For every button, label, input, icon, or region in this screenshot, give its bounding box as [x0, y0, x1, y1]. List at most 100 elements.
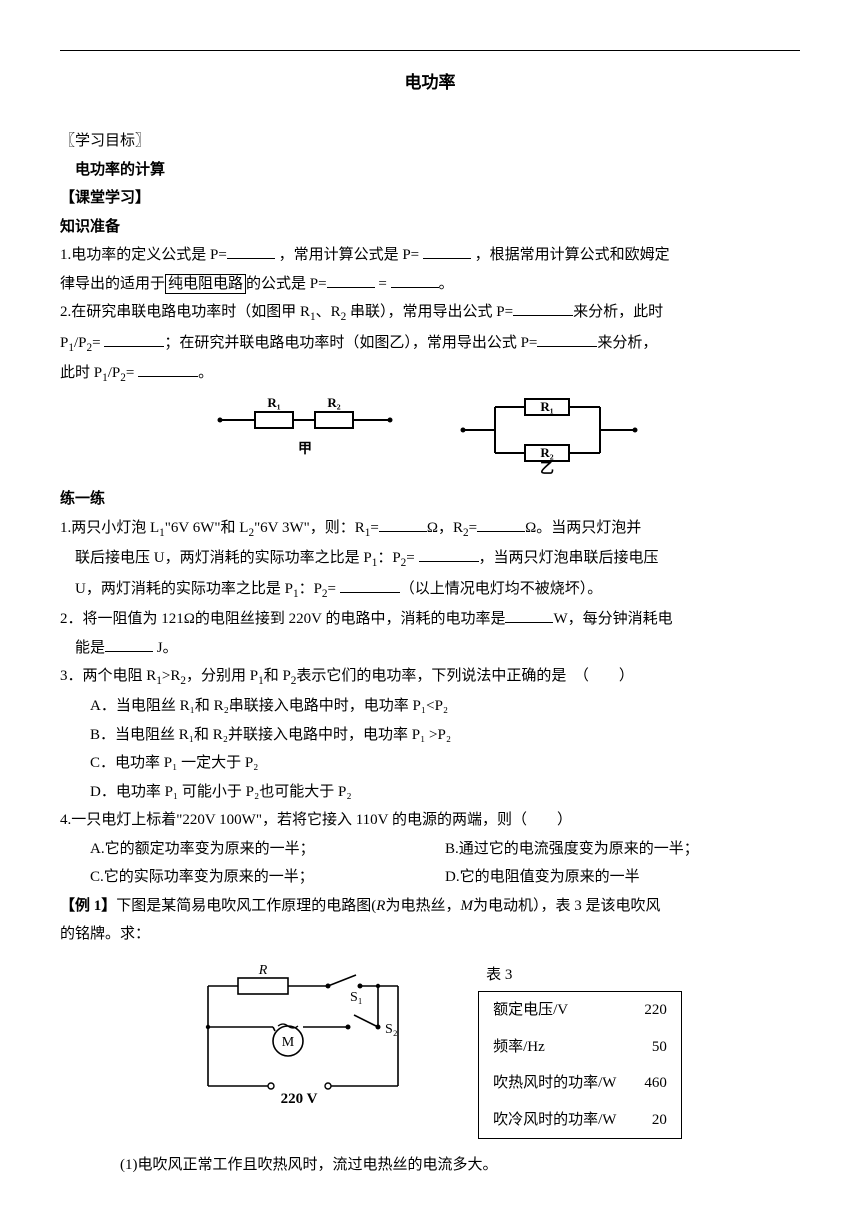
example-sub1: (1)电吹风正常工作且吹热风时，流过电热丝的电流多大。 [60, 1151, 800, 1180]
objective-text: 电功率的计算 [60, 156, 800, 185]
text: J。 [153, 640, 178, 656]
text: ，当两只灯泡串联后接电压 [479, 550, 659, 566]
text: 、R [316, 304, 341, 320]
text: 和 P [264, 668, 291, 684]
cell-label: 吹热风时的功率/W [479, 1065, 631, 1102]
cell-label: 频率/Hz [479, 1029, 631, 1066]
cell-value: 20 [630, 1102, 681, 1139]
example-label: 【例 1】 [60, 898, 116, 914]
text: = [126, 365, 138, 381]
blank [105, 636, 153, 652]
blank [505, 607, 553, 623]
r2-label: R₂ [327, 395, 340, 410]
text: 联后接电压 U，两灯消耗的实际功率之比是 P [75, 550, 372, 566]
text: = [370, 520, 378, 536]
text: 1.电功率的定义公式是 P= [60, 247, 227, 263]
r1-label: R₁ [267, 395, 280, 410]
prep-q1: 1.电功率的定义公式是 P= ，常用计算公式是 P= ，根据常用计算公式和欧姆定… [60, 241, 800, 298]
practice-q2: 2．将一阻值为 121Ω的电阻丝接到 220V 的电路中，消耗的电功率是 W，每分… [60, 605, 800, 662]
yi-label: 乙 [540, 461, 554, 475]
text: 此时 P [60, 365, 102, 381]
text: 来分析， [597, 335, 657, 351]
blank [477, 516, 525, 532]
blank [379, 516, 427, 532]
blank [537, 331, 597, 347]
boxed-text: 纯电阻电路 [165, 274, 246, 294]
text: W，每分钟消耗电 [553, 611, 672, 627]
text: ，分别用 P [186, 668, 258, 684]
text: = [328, 581, 340, 597]
text: ：P [299, 581, 322, 597]
text: "6V 6W"和 L [165, 520, 249, 536]
option-a: A．当电阻丝 R₁和 R₂串联接入电路中时，电功率 P₁<P₂ [90, 692, 800, 721]
text: （以上情况电灯均不被烧坏）。 [400, 581, 603, 597]
blank [340, 577, 400, 593]
blank [327, 272, 375, 288]
table-row: 频率/Hz 50 [479, 1029, 682, 1066]
blank [391, 272, 439, 288]
table-row: 吹热风时的功率/W 460 [479, 1065, 682, 1102]
text: Ω，R [427, 520, 463, 536]
cell-label: 吹冷风时的功率/W [479, 1102, 631, 1139]
text: /P [74, 335, 87, 351]
text: ，根据常用计算公式和欧姆定 [475, 247, 670, 263]
prep-label: 知识准备 [60, 213, 800, 242]
text: = [92, 335, 104, 351]
option-c: C．电功率 P₁ 一定大于 P₂ [90, 749, 800, 778]
text: ；在研究并联电路电功率时（如图乙），常用导出公式 P= [164, 335, 537, 351]
text: >R [162, 668, 180, 684]
cell-value: 460 [630, 1065, 681, 1102]
option-b: B.通过它的电流强度变为原来的一半； [445, 835, 800, 864]
blank [104, 331, 164, 347]
text: Ω。当两只灯泡并 [525, 520, 641, 536]
text: 下图是某简易电吹风工作原理的电路图( [116, 898, 376, 914]
m-label: M [282, 1035, 295, 1050]
text: 3．两个电阻 R [60, 668, 156, 684]
table3-caption: 表 3 [478, 961, 682, 990]
option-b: B．当电阻丝 R₁和 R₂并联接入电路中时，电功率 P₁ >P₂ [90, 721, 800, 750]
text: 表示它们的电功率，下列说法中正确的是 （ ） [296, 668, 634, 684]
text: /P [108, 365, 121, 381]
text: ，常用计算公式是 P= [279, 247, 423, 263]
r-label: R [258, 963, 268, 978]
text: U，两灯消耗的实际功率之比是 P [75, 581, 293, 597]
text: 2．将一阻值为 121Ω的电阻丝接到 220V 的电路中，消耗的电功率是 [60, 611, 505, 627]
cell-label: 额定电压/V [479, 992, 631, 1029]
text: 串联），常用导出公式 P= [346, 304, 513, 320]
text: = [469, 520, 477, 536]
r2-label: R₂ [540, 445, 553, 460]
top-rule [60, 50, 800, 51]
voltage-label: 220 V [281, 1091, 318, 1107]
m-italic: M [460, 898, 473, 914]
objective-label: 〖学习目标〗 [60, 127, 800, 156]
r1-label: R₁ [540, 399, 553, 414]
table-row: 吹冷风时的功率/W 20 [479, 1102, 682, 1139]
blank [423, 243, 471, 259]
series-parallel-diagrams: R₁ R₂ 甲 R₁ R₂ 乙 [60, 395, 800, 475]
text: 。 [439, 276, 454, 292]
blank [513, 300, 573, 316]
prep-q2: 2.在研究串联电路电功率时（如图甲 R1、R2 串联），常用导出公式 P=来分析… [60, 298, 800, 389]
blank [419, 546, 479, 562]
text: 1.两只小灯泡 L [60, 520, 159, 536]
text: 为电动机），表 3 是该电吹风 [473, 898, 661, 914]
table3-wrapper: 表 3 额定电压/V 220 频率/Hz 50 吹热风时的功率/W 460 吹冷… [478, 961, 682, 1140]
blank [227, 243, 275, 259]
text: ：P [377, 550, 400, 566]
class-label: 【课堂学习】 [60, 184, 800, 213]
example-1: 【例 1】下图是某简易电吹风工作原理的电路图(R为电热丝，M为电动机），表 3 … [60, 892, 800, 949]
practice-q3: 3．两个电阻 R1>R2，分别用 P1和 P2表示它们的电功率，下列说法中正确的… [60, 662, 800, 806]
series-diagram: R₁ R₂ 甲 [215, 395, 395, 465]
option-d: D.它的电阻值变为原来的一半 [445, 863, 800, 892]
text: 2.在研究串联电路电功率时（如图甲 R [60, 304, 310, 320]
table-row: 额定电压/V 220 [479, 992, 682, 1029]
circuit-and-table: R S₁ S₂ M 220 V [60, 961, 800, 1140]
jia-label: 甲 [298, 441, 312, 457]
table3: 额定电压/V 220 频率/Hz 50 吹热风时的功率/W 460 吹冷风时的功… [478, 991, 682, 1139]
parallel-diagram: R₁ R₂ 乙 [455, 395, 645, 475]
text: "6V 3W"，则：R [254, 520, 365, 536]
practice-q1: 1.两只小灯泡 L1"6V 6W"和 L2"6V 3W"，则：R1=Ω，R2=Ω… [60, 514, 800, 605]
hairdryer-circuit: R S₁ S₂ M 220 V [178, 961, 428, 1111]
practice-label: 练一练 [60, 485, 800, 514]
blank [138, 361, 198, 377]
